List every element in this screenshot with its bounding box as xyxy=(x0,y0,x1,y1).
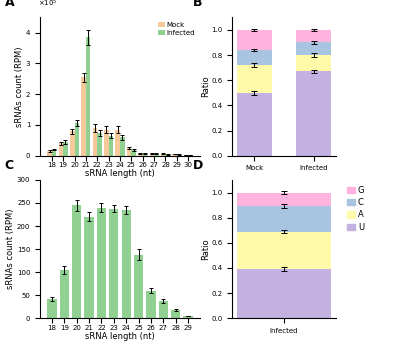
Text: $\times$10$^{5}$: $\times$10$^{5}$ xyxy=(38,0,58,9)
Bar xyxy=(86,37,90,156)
Bar xyxy=(60,270,69,318)
Bar xyxy=(237,65,272,93)
Bar xyxy=(122,210,131,318)
Bar xyxy=(59,143,63,156)
Bar xyxy=(52,149,56,156)
Bar xyxy=(172,154,177,156)
Bar xyxy=(237,269,331,318)
Bar xyxy=(161,154,166,156)
Text: B: B xyxy=(192,0,202,9)
Bar xyxy=(47,299,56,318)
Y-axis label: sRNAs count (RPM): sRNAs count (RPM) xyxy=(15,46,24,127)
Bar xyxy=(104,129,109,156)
Bar xyxy=(93,128,97,156)
Bar xyxy=(159,301,168,318)
Text: D: D xyxy=(192,158,203,172)
Text: C: C xyxy=(5,158,14,172)
Text: A: A xyxy=(5,0,14,9)
Bar xyxy=(84,217,94,318)
Bar xyxy=(166,154,170,156)
Bar xyxy=(134,255,143,318)
Bar xyxy=(70,131,74,156)
Bar xyxy=(296,71,331,156)
Bar xyxy=(138,153,143,156)
Bar xyxy=(120,137,124,156)
Y-axis label: sRNAs count (RPM): sRNAs count (RPM) xyxy=(6,209,15,289)
Bar xyxy=(184,316,193,318)
Bar xyxy=(63,142,68,156)
Bar xyxy=(237,206,331,231)
Bar xyxy=(237,50,272,65)
Bar xyxy=(237,30,272,50)
Bar xyxy=(109,209,118,318)
Bar xyxy=(97,133,102,156)
Bar xyxy=(188,155,193,156)
Bar xyxy=(131,150,136,156)
X-axis label: sRNA length (nt): sRNA length (nt) xyxy=(85,169,155,178)
Bar xyxy=(72,205,81,318)
Bar xyxy=(296,55,331,71)
Bar xyxy=(184,155,188,156)
Bar xyxy=(47,151,52,156)
Bar xyxy=(143,153,147,156)
Bar xyxy=(237,192,331,206)
Bar xyxy=(97,208,106,318)
Bar xyxy=(81,77,86,156)
Bar xyxy=(296,43,331,55)
Y-axis label: Ratio: Ratio xyxy=(201,76,210,97)
Bar xyxy=(116,129,120,156)
Bar xyxy=(177,154,181,156)
Bar xyxy=(171,310,180,318)
Bar xyxy=(296,30,331,43)
Bar xyxy=(237,93,272,156)
Bar xyxy=(150,153,154,156)
Bar xyxy=(74,124,79,156)
Legend: G, C, A, U: G, C, A, U xyxy=(345,184,366,234)
Bar xyxy=(127,148,131,156)
Bar xyxy=(146,291,156,318)
Bar xyxy=(154,154,159,156)
Y-axis label: Ratio: Ratio xyxy=(201,238,210,260)
Bar xyxy=(109,136,113,156)
Legend: Mock, Infected: Mock, Infected xyxy=(156,21,196,37)
X-axis label: sRNA length (nt): sRNA length (nt) xyxy=(85,332,155,341)
Bar xyxy=(237,231,331,269)
